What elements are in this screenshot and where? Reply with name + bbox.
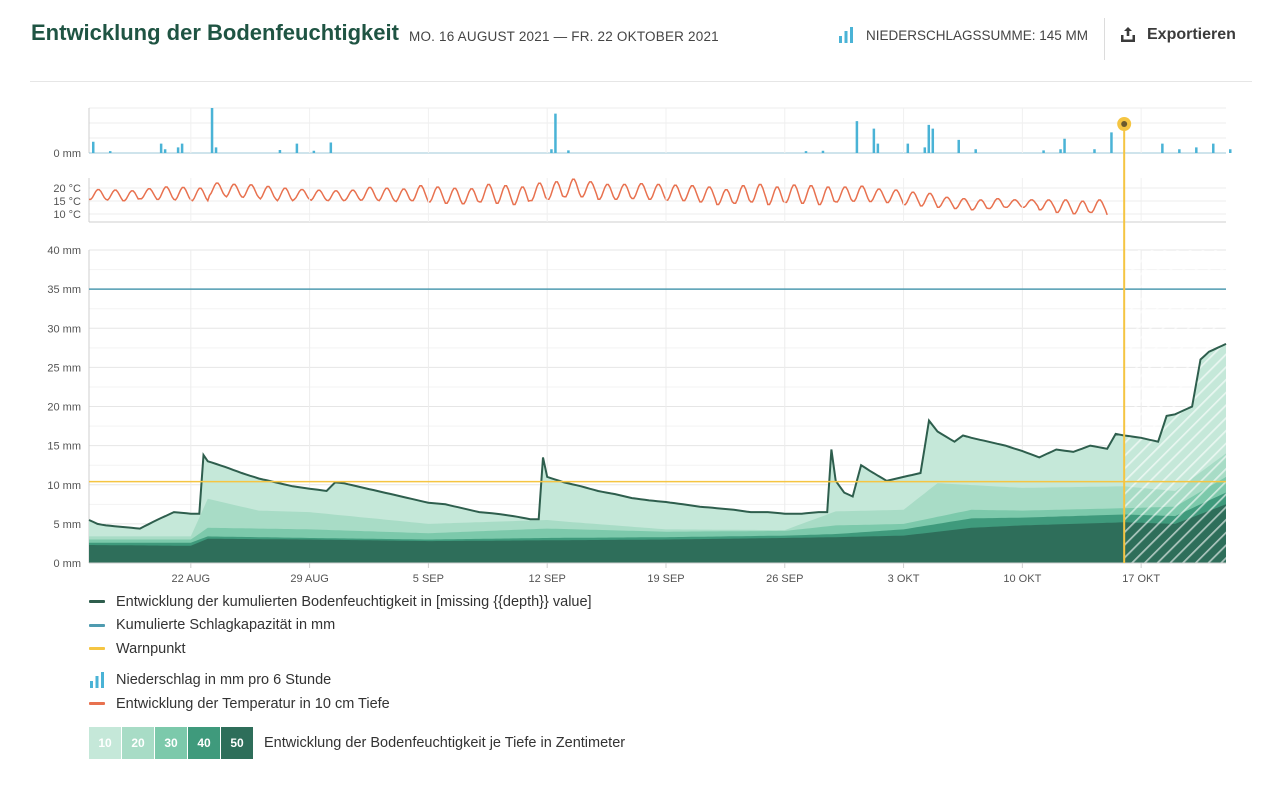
soil-y-tick-label: 30 mm <box>47 323 81 335</box>
x-tick-label: 22 AUG <box>172 573 211 585</box>
rain-bar <box>1063 138 1066 153</box>
rain-bar <box>176 147 180 153</box>
legend-item-rain: Niederschlag in mm pro 6 Stunde <box>89 669 625 693</box>
soil-y-tick-label: 15 mm <box>47 441 81 453</box>
rain-bars-icon <box>839 27 853 43</box>
depth-area-50 <box>89 504 1226 563</box>
forecast-hatch <box>1124 250 1226 563</box>
rain-sum-label: NIEDERSCHLAGSSUMME: 145 MM <box>866 27 1089 43</box>
rain-bar <box>163 149 167 153</box>
rain-bar <box>872 128 876 153</box>
rain-bar <box>923 147 927 153</box>
cumulative-line <box>88 342 1227 530</box>
legend-label-rain: Niederschlag in mm pro 6 Stunde <box>116 672 332 689</box>
rain-y-tick-label: 0 mm <box>54 148 82 160</box>
soil-y-tick-label: 40 mm <box>47 245 81 257</box>
legend-swatch-capacity <box>89 623 105 627</box>
soil-y-tick-label: 25 mm <box>47 362 81 374</box>
rain-bars-icon <box>90 672 104 689</box>
temp-y-tick-label: 20 °C <box>53 183 81 195</box>
rain-bar <box>554 113 557 153</box>
legend-label-warning: Warnpunkt <box>116 640 186 657</box>
rain-bar <box>1042 150 1045 153</box>
legend-depths: 10 20 30 40 50 Entwicklung der Bodenfeuc… <box>89 726 626 759</box>
date-range: MO. 16 AUGUST 2021 — FR. 22 OKTOBER 2021 <box>409 29 719 44</box>
rain-bar <box>567 150 570 153</box>
rain-bar <box>974 149 977 153</box>
header-divider <box>1104 18 1105 60</box>
legend-item-temperature: Entwicklung der Temperatur in 10 cm Tief… <box>89 692 625 716</box>
rain-bar <box>1195 147 1198 153</box>
temp-y-tick-label: 10 °C <box>53 209 81 221</box>
legend: Entwicklung der kumulierten Bodenfeuchti… <box>89 590 625 759</box>
export-icon <box>1121 27 1135 42</box>
rain-bar <box>804 151 808 153</box>
page-title: Entwicklung der Bodenfeuchtigkeit <box>31 20 399 45</box>
rain-bar <box>1161 143 1164 153</box>
soil-y-tick-label: 0 mm <box>54 558 82 570</box>
legend-item-warning: Warnpunkt <box>89 637 625 661</box>
rain-bar <box>1229 149 1232 153</box>
rain-bar <box>821 150 825 153</box>
rain-bar <box>210 108 214 153</box>
legend-label-cumulative: Entwicklung der kumulierten Bodenfeuchti… <box>116 593 592 610</box>
rain-bar <box>329 142 333 153</box>
legend-label-temperature: Entwicklung der Temperatur in 10 cm Tief… <box>116 695 390 712</box>
rain-bar <box>159 143 163 153</box>
rain-bar <box>295 143 299 153</box>
legend-label-depth: Entwicklung der Bodenfeuchtigkeit je Tie… <box>264 734 626 751</box>
x-tick-label: 26 SEP <box>766 573 803 585</box>
soil-y-tick-label: 5 mm <box>54 519 82 531</box>
x-tick-label: 12 SEP <box>529 573 566 585</box>
export-button[interactable]: Exportieren <box>1119 26 1236 44</box>
depth-swatch-30: 30 <box>155 726 187 759</box>
temperature-line <box>89 178 1108 216</box>
rain-bar <box>1178 149 1181 153</box>
rain-bar <box>906 143 910 153</box>
rain-bar <box>927 124 931 153</box>
marker-dot <box>1121 121 1128 127</box>
x-tick-label: 5 SEP <box>413 573 444 585</box>
legend-label-capacity: Kumulierte Schlagkapazität in mm <box>116 617 336 634</box>
rain-bar <box>1110 132 1113 153</box>
soil-y-tick-label: 20 mm <box>47 402 81 414</box>
rain-bar <box>1059 149 1062 153</box>
depth-swatch-40: 40 <box>188 726 220 759</box>
legend-swatch-warning <box>89 647 105 651</box>
rain-bar <box>92 141 95 153</box>
rain-bar <box>550 149 553 153</box>
depth-swatch-20: 20 <box>122 726 154 759</box>
rain-bar <box>312 150 316 153</box>
x-tick-label: 3 OKT <box>888 573 920 585</box>
rain-bar <box>1093 149 1096 153</box>
x-tick-label: 10 OKT <box>1003 573 1041 585</box>
header: Entwicklung der Bodenfeuchtigkeit MO. 16… <box>0 0 1280 80</box>
rain-bar <box>108 151 112 153</box>
rain-sum: NIEDERSCHLAGSSUMME: 145 MM <box>838 27 1088 43</box>
export-label: Exportieren <box>1147 26 1236 43</box>
x-tick-label: 17 OKT <box>1122 573 1160 585</box>
rain-bar <box>214 147 218 153</box>
rain-bar <box>180 143 184 153</box>
depth-swatch-10: 10 <box>89 726 121 759</box>
legend-item-cumulative: Entwicklung der kumulierten Bodenfeuchti… <box>89 590 625 614</box>
rain-bar <box>957 139 960 153</box>
rain-bar <box>931 128 935 153</box>
soil-moisture-chart: 0 mm 20 °C15 °C10 °C 40 mm 35 mm 30 mm 25 mm 2… <box>47 107 1232 585</box>
soil-y-tick-label: 35 mm <box>47 284 81 296</box>
legend-swatch-cumulative <box>89 600 105 604</box>
header-separator <box>30 81 1252 82</box>
rain-bar <box>876 143 880 153</box>
x-tick-label: 29 AUG <box>290 573 329 585</box>
rain-bar <box>1212 143 1215 153</box>
legend-swatch-temperature <box>89 702 105 706</box>
temp-y-tick-label: 15 °C <box>53 196 81 208</box>
rain-bar <box>278 150 282 153</box>
legend-item-capacity: Kumulierte Schlagkapazität in mm <box>89 614 625 638</box>
soil-y-tick-label: 10 mm <box>47 480 81 492</box>
rain-bar <box>855 121 859 153</box>
depth-swatch-50: 50 <box>221 726 253 759</box>
x-tick-label: 19 SEP <box>647 573 684 585</box>
